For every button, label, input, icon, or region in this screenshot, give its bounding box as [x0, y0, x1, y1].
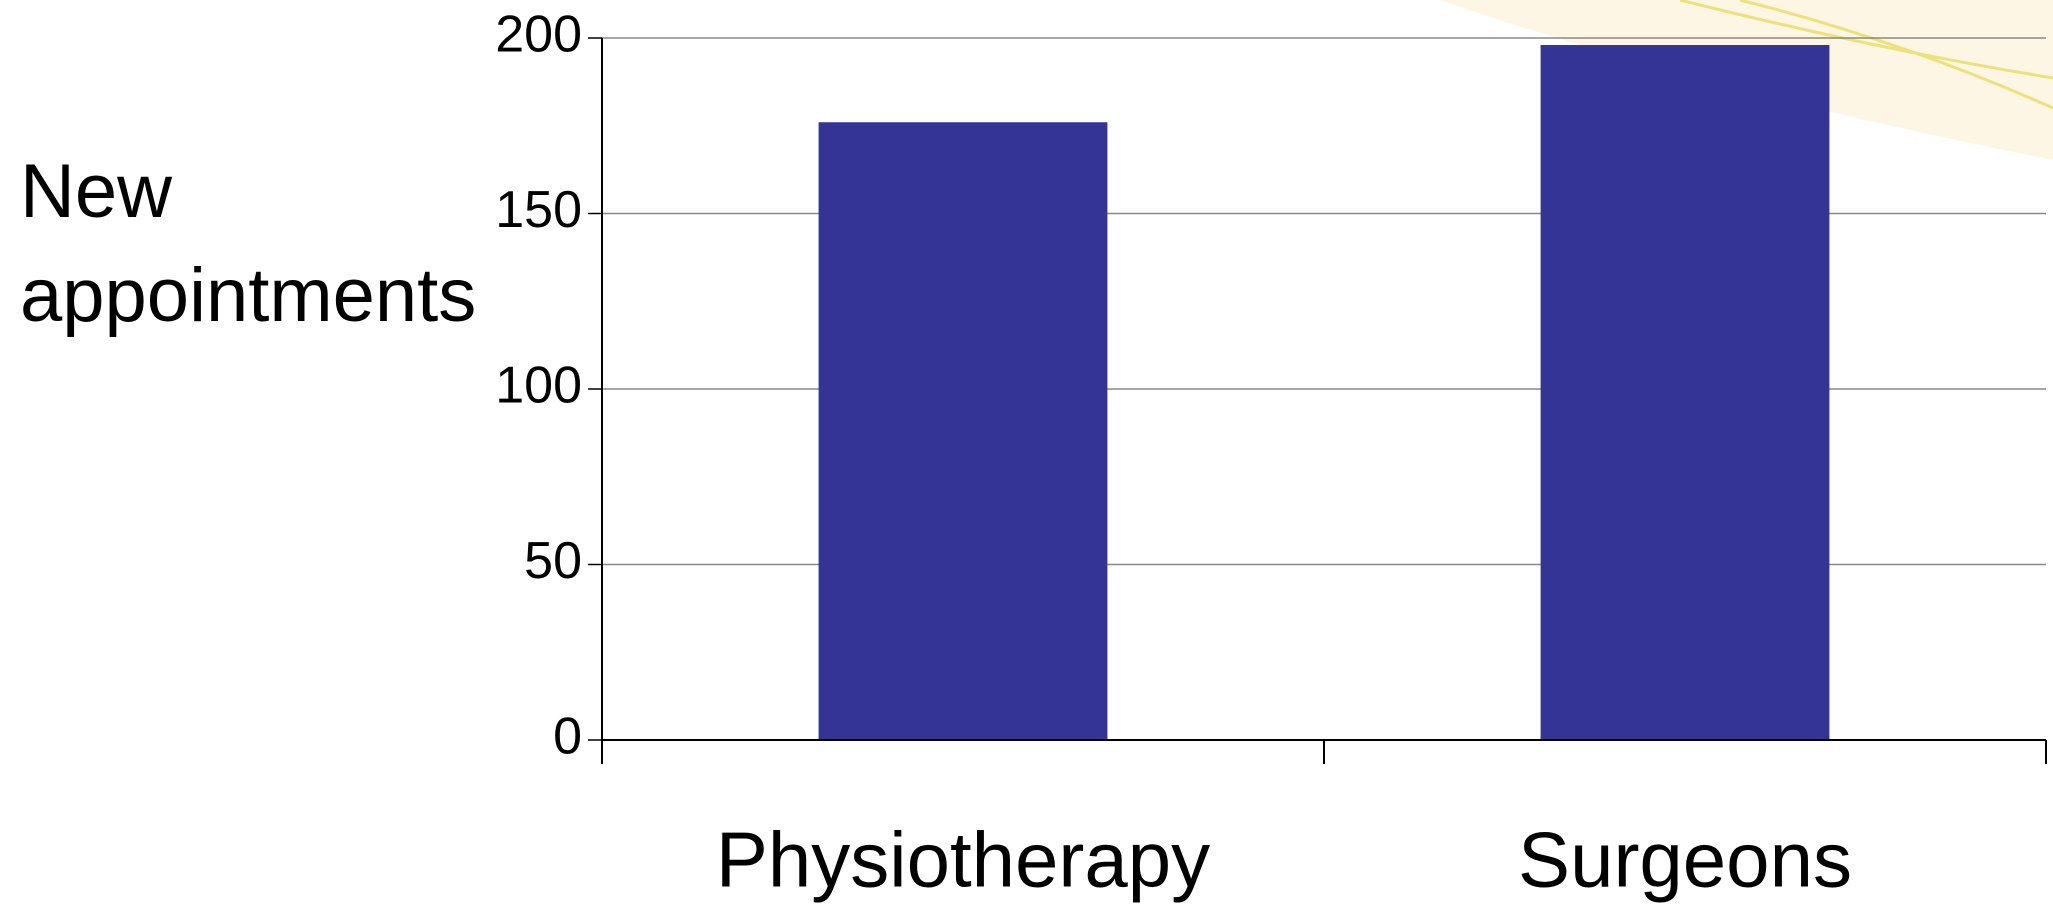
page: 050100150200PhysiotherapySurgeons New ap… [0, 0, 2053, 912]
y-axis-label: New appointments [20, 140, 540, 348]
y-tick-label: 200 [495, 6, 582, 64]
chart: 050100150200PhysiotherapySurgeons [0, 0, 2053, 912]
x-tick-label: Physiotherapy [716, 816, 1210, 904]
bar [1541, 45, 1830, 740]
y-tick-label: 50 [524, 532, 582, 590]
x-tick-label: Surgeons [1518, 816, 1852, 904]
y-tick-label: 0 [553, 708, 582, 766]
y-tick-label: 100 [495, 357, 582, 415]
bar [819, 122, 1108, 740]
